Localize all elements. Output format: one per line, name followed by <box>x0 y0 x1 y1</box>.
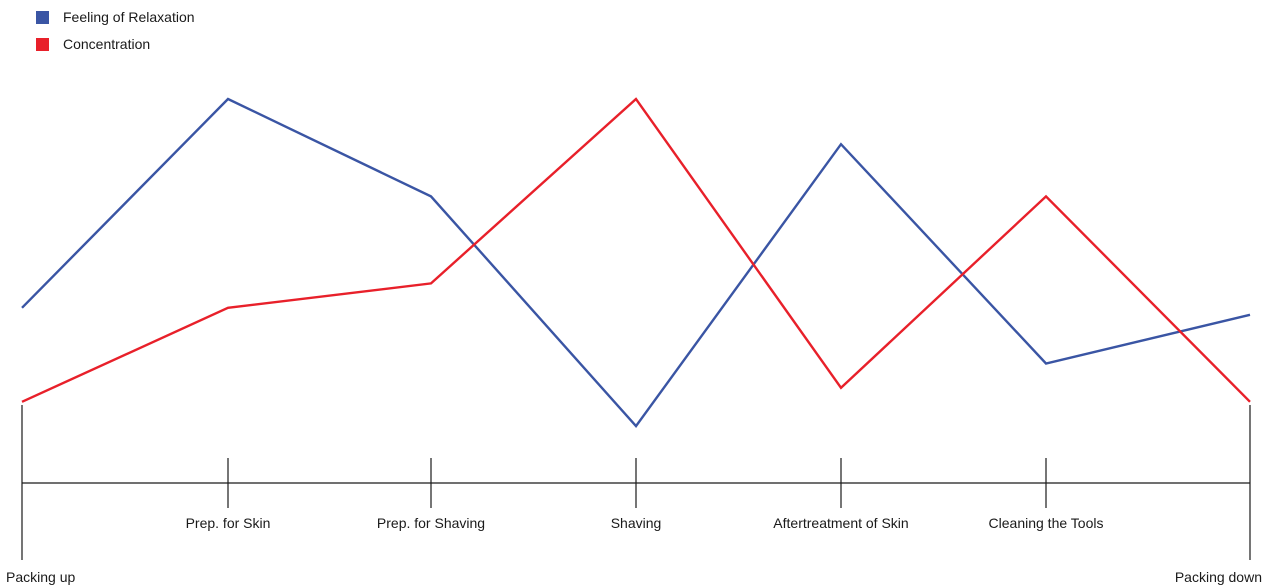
tick-labels: Packing up Prep. for Skin Prep. for Shavin… <box>6 515 1262 585</box>
x-axis <box>21 405 1251 560</box>
legend-label-relaxation: Feeling of Relaxation <box>63 9 195 25</box>
series-line-concentration <box>21 97 1251 403</box>
x-tick-label: Packing up <box>6 569 75 585</box>
x-tick-label: Shaving <box>611 515 662 531</box>
x-tick-label: Packing down <box>1175 569 1262 585</box>
legend: Feeling of Relaxation Concentration <box>36 7 195 61</box>
legend-label-concentration: Concentration <box>63 36 151 52</box>
series-layer <box>21 97 1251 429</box>
legend-swatch-concentration <box>36 37 49 51</box>
x-tick-label: Prep. for Shaving <box>377 515 485 531</box>
legend-swatch-relaxation <box>36 10 49 24</box>
legend-item-concentration: Concentration <box>36 34 195 54</box>
x-tick-label: Cleaning the Tools <box>989 515 1104 531</box>
x-tick-label: Prep. for Skin <box>186 515 271 531</box>
x-tick-label: Aftertreatment of Skin <box>773 515 908 531</box>
legend-item-relaxation: Feeling of Relaxation <box>36 7 195 27</box>
series-line-relaxation <box>21 97 1251 429</box>
